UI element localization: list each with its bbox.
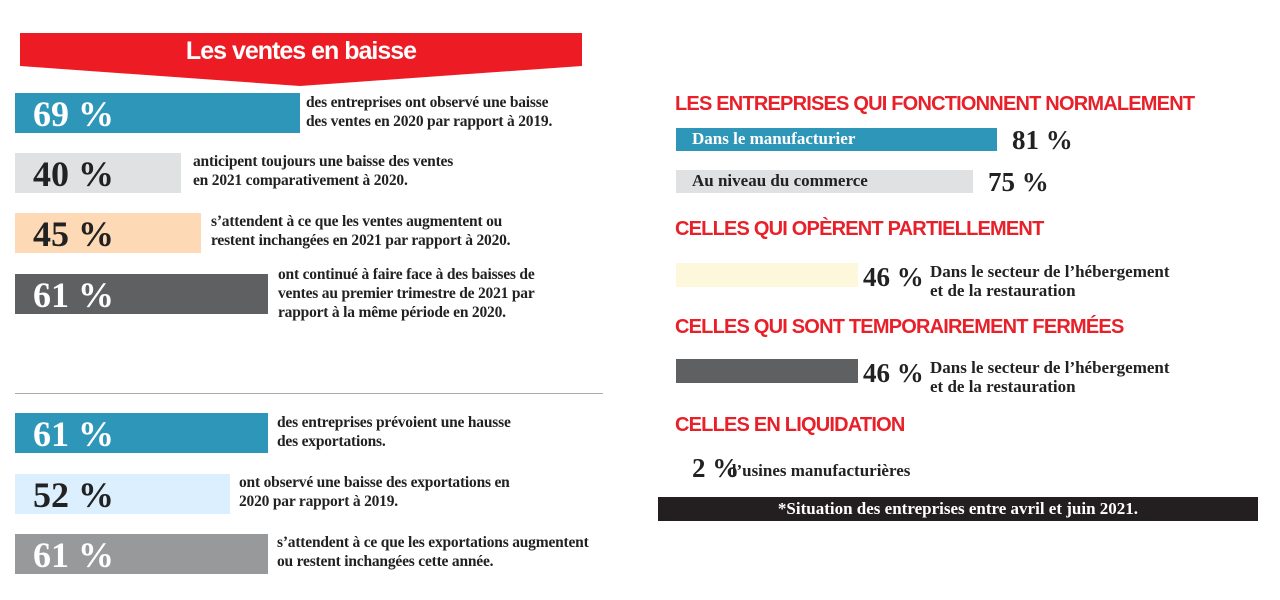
liquidation-percent: 2 % — [692, 453, 740, 483]
sales-bar: 69 % — [15, 93, 300, 134]
heading-closed: CELLES QUI SONT TEMPORAIREMENT FERMÉES — [675, 316, 1124, 338]
banner-arrow — [20, 33, 582, 86]
normal-bar-commerce: Au niveau du commerce — [676, 170, 973, 193]
sales-description: anticipent toujours une baisse des vente… — [193, 153, 454, 189]
closed-description: Dans le secteur de l’hébergement et de la… — [930, 358, 1170, 396]
export-bar: 61 % — [15, 413, 268, 454]
sales-percent: 45 % — [33, 214, 114, 254]
banner-title: Les ventes en baisse — [185, 37, 417, 65]
sales-percent: 61 % — [33, 275, 114, 315]
footnote: *Situation des entreprises entre avril e… — [658, 497, 1258, 521]
normal-bar-label: Dans le manufacturier — [692, 129, 856, 148]
liquidation-description: d’usines manufacturières — [727, 461, 911, 480]
export-description: des entreprises prévoient une hausse des … — [277, 414, 511, 450]
partial-percent: 46 % — [863, 262, 924, 292]
sales-bar: 40 % — [15, 153, 181, 194]
sales-percent: 69 % — [33, 94, 114, 134]
sales-bar: 45 % — [15, 213, 201, 254]
heading-liquidation: CELLES EN LIQUIDATION — [675, 414, 905, 436]
sales-bar: 61 % — [15, 274, 268, 315]
partial-bar — [676, 263, 858, 287]
export-percent: 61 % — [33, 414, 114, 454]
sales-description: ont continué à faire face à des baisses … — [278, 266, 535, 321]
divider — [15, 393, 603, 394]
normal-percent: 81 % — [1012, 125, 1073, 155]
heading-partial: CELLES QUI OPÈRENT PARTIELLEMENT — [675, 218, 1044, 240]
partial-description: Dans le secteur de l’hébergement et de la… — [930, 262, 1170, 300]
export-description: s’attendent à ce que les exportations au… — [277, 534, 589, 570]
closed-percent: 46 % — [863, 358, 924, 388]
closed-bar — [676, 359, 858, 383]
normal-bar-label: Au niveau du commerce — [692, 171, 868, 190]
sales-description: des entreprises ont observé une baisse de… — [306, 94, 553, 130]
normal-percent: 75 % — [988, 167, 1049, 197]
export-description: ont observé une baisse des exportations … — [239, 474, 510, 510]
sales-description: s’attendent à ce que les ventes augmente… — [211, 213, 511, 249]
heading-normal: LES ENTREPRISES QUI FONCTIONNENT NORMALE… — [675, 93, 1195, 115]
sales-percent: 40 % — [33, 154, 114, 194]
export-bar: 61 % — [15, 534, 268, 575]
export-percent: 61 % — [33, 535, 114, 575]
normal-bar-manufacturing: Dans le manufacturier — [676, 128, 997, 151]
export-percent: 52 % — [33, 475, 114, 515]
export-bar: 52 % — [15, 474, 230, 515]
